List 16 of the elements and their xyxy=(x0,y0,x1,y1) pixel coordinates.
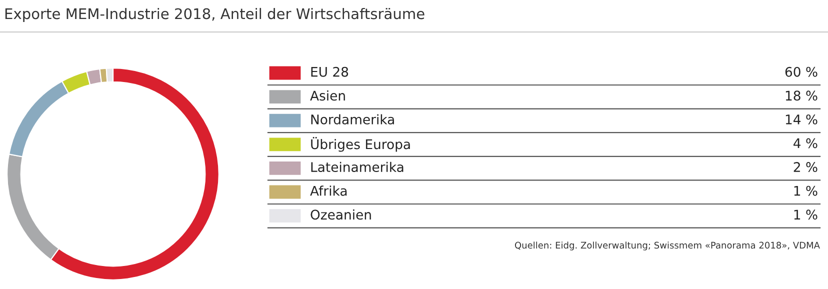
data-label: 1 % xyxy=(794,210,818,220)
legend-label: EU 28 xyxy=(311,66,348,77)
data-label: 1 % xyxy=(794,186,818,196)
source-note: Quellen: Eidg. Zollverwaltung; Swissmem «Panorama 2018», VDMA xyxy=(514,242,820,250)
data-label: 14 % xyxy=(786,114,818,124)
data-label: 18 % xyxy=(786,90,818,101)
legend-label: Lateinamerika xyxy=(311,162,404,172)
legend-label: Übriges Europa xyxy=(311,137,410,152)
legend-label: Nordamerika xyxy=(311,114,394,124)
data-label: 2 % xyxy=(794,162,818,172)
legend-label: Ozeanien xyxy=(310,209,371,220)
data-label: 4 % xyxy=(794,138,818,148)
legend-label: Afrika xyxy=(310,186,347,196)
chart-title: Exporte MEM-Industrie 2018, Anteil der Wirtschaftsräume xyxy=(5,8,424,22)
legend-label: Asien xyxy=(310,90,345,101)
data-label: 60 % xyxy=(785,66,818,77)
